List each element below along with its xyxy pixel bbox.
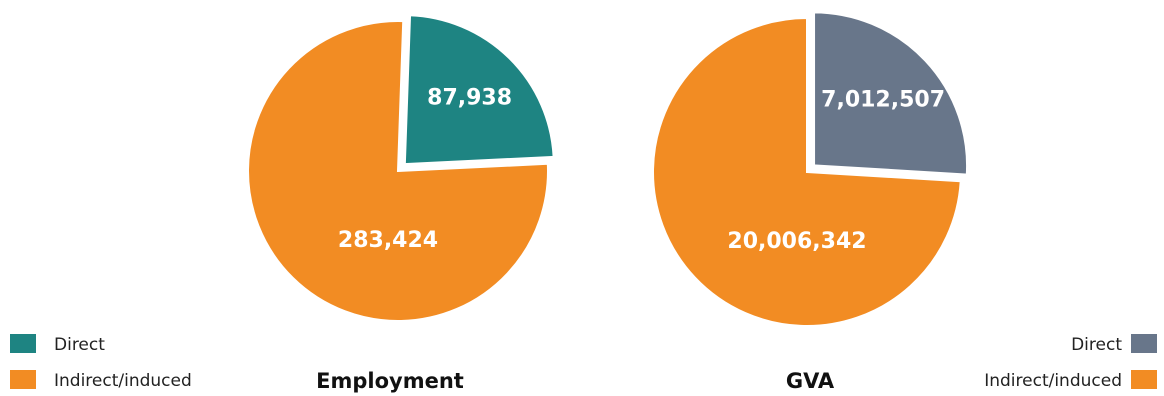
legend-label-indirect: Indirect/induced [54,371,192,391]
employment-indirect-value-label: 283,424 [338,228,438,253]
gva-direct-slice [812,10,970,177]
legend-swatch-direct [10,334,36,353]
employment-pie: 87,938 283,424 [247,13,556,322]
gva-legend: Direct Indirect/induced [984,334,1157,391]
gva-chart-title: GVA [786,369,835,393]
legend-label-direct: Direct [1071,335,1122,355]
employment-direct-slice [402,13,556,167]
gva-indirect-slice [652,16,962,327]
legend-swatch-direct [1131,334,1157,353]
employment-legend: Direct Indirect/induced [10,334,192,391]
legend-label-indirect: Indirect/induced [984,371,1122,391]
gva-pie: 7,012,507 20,006,342 [652,10,970,327]
employment-direct-value-label: 87,938 [427,85,512,110]
legend-swatch-indirect [1131,370,1157,389]
gva-indirect-value-label: 20,006,342 [727,229,866,254]
employment-chart-title: Employment [316,369,464,393]
legend-swatch-indirect [10,370,36,389]
gva-direct-value-label: 7,012,507 [821,87,945,112]
employment-indirect-slice [247,20,549,322]
legend-label-direct: Direct [54,335,105,355]
